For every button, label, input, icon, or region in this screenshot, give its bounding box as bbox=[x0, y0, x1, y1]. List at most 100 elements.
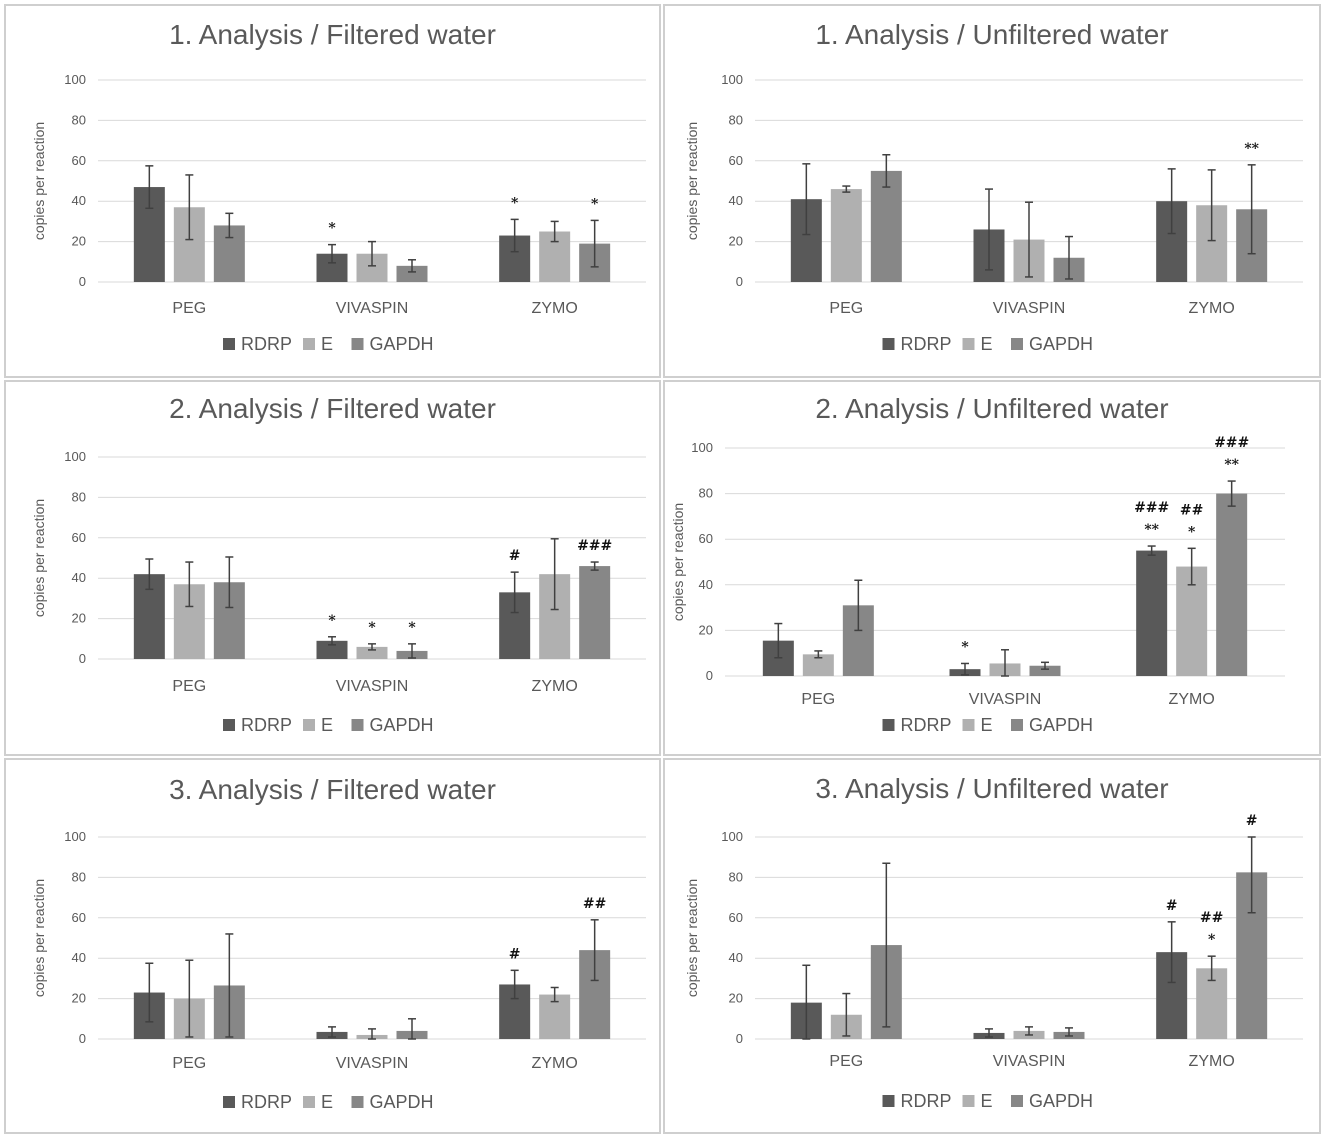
bar-rdrp-zymo bbox=[1136, 550, 1168, 676]
bar-e-peg bbox=[802, 654, 834, 676]
category-label: VIVASPIN bbox=[336, 678, 409, 695]
legend: RDRP E GAPDH bbox=[882, 334, 1093, 354]
legend: RDRP E GAPDH bbox=[882, 1091, 1093, 1111]
chart-title: 1. Analysis / Unfiltered water bbox=[815, 19, 1168, 50]
y-tick-label: 100 bbox=[721, 829, 743, 844]
y-tick-label: 60 bbox=[72, 153, 86, 168]
y-tick-label: 40 bbox=[729, 193, 743, 208]
y-tick-label: 100 bbox=[64, 829, 86, 844]
legend-swatch-gapdh bbox=[351, 338, 364, 350]
y-tick-label: 60 bbox=[72, 530, 86, 545]
category-label: PEG bbox=[172, 678, 206, 695]
y-tick-label: 60 bbox=[699, 531, 713, 546]
category-label: VIVASPIN bbox=[336, 1055, 409, 1072]
legend-swatch-rdrp bbox=[223, 338, 235, 350]
y-tick-label: 100 bbox=[721, 72, 743, 87]
legend: RDRP E GAPDH bbox=[223, 334, 434, 354]
legend-label-gapdh: GAPDH bbox=[1029, 715, 1093, 735]
significance-marker: * bbox=[961, 639, 969, 655]
category-label: PEG bbox=[801, 691, 835, 708]
y-tick-label: 60 bbox=[729, 910, 743, 925]
bar-rdrp-vivaspin bbox=[316, 640, 348, 659]
legend-label-e: E bbox=[981, 334, 993, 354]
chart-panel-1-filtered: 1. Analysis / Filtered water 0 20 40 60 80 100… bbox=[4, 4, 661, 378]
legend-swatch-e bbox=[962, 719, 975, 731]
significance-marker: ### bbox=[1134, 500, 1169, 516]
significance-marker: ## bbox=[1180, 502, 1203, 518]
y-tick-label: 40 bbox=[699, 577, 713, 592]
legend-swatch-gapdh bbox=[351, 719, 364, 731]
significance-marker: # bbox=[1246, 813, 1258, 829]
y-tick-label: 80 bbox=[729, 869, 743, 884]
legend-swatch-rdrp bbox=[882, 1095, 895, 1107]
bar-gapdh-vivaspin bbox=[396, 265, 428, 282]
y-axis-label: copies per reaction bbox=[670, 503, 686, 621]
legend-label-gapdh: GAPDH bbox=[370, 1092, 434, 1112]
chart-svg: 3. Analysis / Filtered water 0 20 40 60 80 100… bbox=[31, 774, 646, 1112]
significance-marker: ** bbox=[1244, 141, 1259, 157]
category-label: PEG bbox=[172, 300, 206, 317]
significance-marker: # bbox=[509, 946, 521, 962]
legend-label-gapdh: GAPDH bbox=[1029, 1091, 1093, 1111]
chart-title: 2. Analysis / Unfiltered water bbox=[815, 393, 1168, 424]
significance-marker: * bbox=[328, 221, 336, 237]
significance-marker: * bbox=[1188, 524, 1196, 540]
y-tick-label: 60 bbox=[729, 153, 743, 168]
bar-e-peg bbox=[830, 189, 862, 282]
chart-svg: 1. Analysis / Filtered water 0 20 40 60 80 100… bbox=[31, 19, 646, 354]
significance-marker: * bbox=[591, 196, 599, 212]
y-tick-label: 80 bbox=[729, 112, 743, 127]
legend-label-e: E bbox=[321, 334, 333, 354]
chart-title: 1. Analysis / Filtered water bbox=[169, 19, 496, 50]
legend-swatch-rdrp bbox=[223, 1096, 235, 1108]
legend: RDRP E GAPDH bbox=[223, 715, 434, 735]
significance-marker: * bbox=[368, 620, 376, 636]
y-tick-label: 0 bbox=[706, 668, 713, 683]
chart-panel-2-unfiltered: 2. Analysis / Unfiltered water 0 20 40 60 80 1… bbox=[663, 380, 1321, 756]
y-axis-label: copies per reaction bbox=[31, 879, 47, 997]
y-tick-label: 0 bbox=[79, 1031, 86, 1046]
category-label: ZYMO bbox=[1189, 1053, 1235, 1070]
y-tick-label: 60 bbox=[72, 910, 86, 925]
legend-label-e: E bbox=[981, 715, 993, 735]
chart-svg: 1. Analysis / Unfiltered water 0 20 40 60 80 1… bbox=[684, 19, 1303, 354]
legend-swatch-gapdh bbox=[1011, 338, 1023, 350]
category-label: ZYMO bbox=[532, 300, 578, 317]
bar-gapdh-peg bbox=[870, 170, 902, 282]
category-label: VIVASPIN bbox=[336, 300, 409, 317]
y-axis-label: copies per reaction bbox=[31, 122, 47, 240]
chart-panel-1-unfiltered: 1. Analysis / Unfiltered water 0 20 40 60 80 1… bbox=[663, 4, 1321, 378]
legend-label-rdrp: RDRP bbox=[241, 1092, 292, 1112]
legend-swatch-gapdh bbox=[1011, 719, 1023, 731]
chart-title: 2. Analysis / Filtered water bbox=[169, 393, 496, 424]
significance-marker: * bbox=[328, 613, 336, 629]
category-label: ZYMO bbox=[1189, 300, 1235, 317]
legend-label-rdrp: RDRP bbox=[901, 1091, 952, 1111]
legend-swatch-rdrp bbox=[223, 719, 235, 731]
legend-label-rdrp: RDRP bbox=[241, 334, 292, 354]
y-tick-label: 80 bbox=[72, 489, 86, 504]
category-label: VIVASPIN bbox=[993, 300, 1066, 317]
significance-marker: ** bbox=[1144, 522, 1159, 538]
legend-label-gapdh: GAPDH bbox=[370, 715, 434, 735]
legend-swatch-gapdh bbox=[351, 1096, 364, 1108]
legend-swatch-rdrp bbox=[882, 338, 895, 350]
y-tick-label: 40 bbox=[72, 570, 86, 585]
legend: RDRP E GAPDH bbox=[223, 1092, 434, 1112]
category-label: PEG bbox=[829, 300, 863, 317]
significance-marker: * bbox=[1208, 932, 1216, 948]
chart-panel-3-filtered: 3. Analysis / Filtered water 0 20 40 60 80 100… bbox=[4, 758, 661, 1134]
y-tick-label: 40 bbox=[72, 950, 86, 965]
significance-marker: ** bbox=[1224, 457, 1239, 473]
y-tick-label: 20 bbox=[699, 622, 713, 637]
significance-marker: # bbox=[509, 548, 521, 564]
category-label: VIVASPIN bbox=[993, 1053, 1066, 1070]
significance-marker: ### bbox=[1214, 435, 1249, 451]
significance-marker: * bbox=[511, 195, 519, 211]
chart-panel-2-filtered: 2. Analysis / Filtered water 0 20 40 60 80 100… bbox=[4, 380, 661, 756]
y-axis-label: copies per reaction bbox=[684, 122, 700, 240]
legend-swatch-gapdh bbox=[1011, 1095, 1023, 1107]
y-axis-label: copies per reaction bbox=[31, 499, 47, 617]
y-tick-label: 40 bbox=[729, 950, 743, 965]
